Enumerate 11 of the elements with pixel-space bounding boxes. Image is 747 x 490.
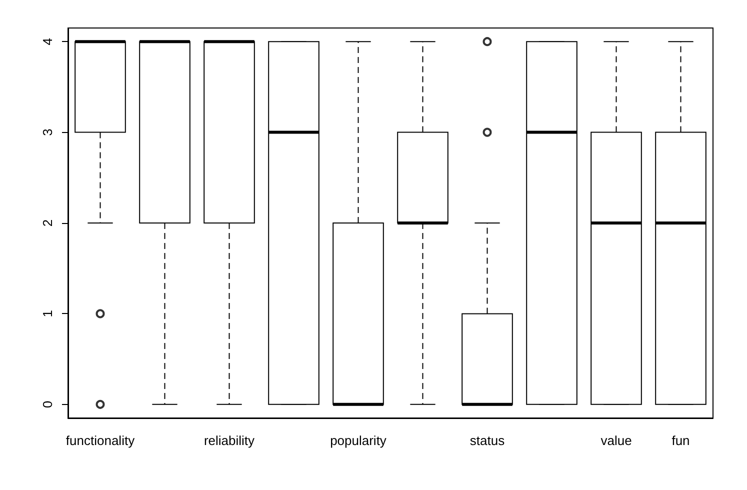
y-tick-label: 4: [40, 38, 55, 46]
x-tick-label: status: [470, 433, 506, 448]
x-tick-label: reliability: [204, 433, 256, 448]
x-tick-label: functionality: [66, 433, 136, 448]
x-tick-label: popularity: [330, 433, 387, 448]
y-tick-label: 2: [40, 219, 55, 227]
y-tick-label: 1: [40, 310, 55, 318]
x-tick-label: value: [600, 433, 632, 448]
y-tick-label: 0: [40, 400, 55, 408]
x-tick-label: fun: [672, 433, 690, 448]
y-tick-label: 3: [40, 128, 55, 136]
